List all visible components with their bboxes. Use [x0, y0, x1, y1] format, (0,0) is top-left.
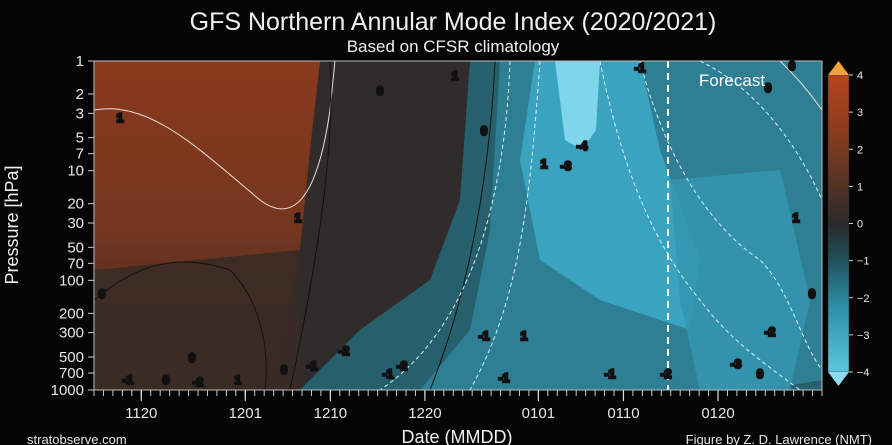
x-tick-label: 1120: [125, 405, 157, 422]
y-tick-label: 2: [76, 86, 84, 103]
colorbar-top-extension: [828, 61, 849, 75]
contour-label: 0: [163, 373, 170, 387]
colorbar-tick-label: 4: [857, 70, 863, 82]
chart-title: GFS Northern Annular Mode Index (2020/20…: [190, 8, 717, 36]
x-tick-label: 1201: [229, 405, 262, 422]
contour-label: 0: [765, 81, 772, 95]
y-tick-label: 7: [76, 146, 84, 163]
contour-label: 1: [793, 211, 800, 225]
x-tick-label: 0101: [522, 405, 555, 422]
chart-subtitle: Based on CFSR climatology: [347, 37, 560, 56]
contour-label: 0: [757, 367, 764, 381]
contour-label: 0: [809, 287, 816, 301]
colorbar-tick-label: −2: [857, 293, 870, 305]
contour-label: -1: [635, 61, 646, 75]
contour-label: 0: [789, 59, 796, 73]
forecast-negative-core: [670, 170, 810, 390]
colorbar-body: [827, 74, 850, 373]
y-tick-label: 300: [59, 325, 84, 342]
contour-label: 0: [377, 84, 384, 98]
credit-left: stratobserve.com: [27, 432, 127, 445]
y-tick-label: 500: [59, 349, 84, 366]
contour-label: -3: [561, 159, 572, 173]
y-tick-label: 1000: [51, 382, 84, 399]
contour-label: -2: [339, 344, 350, 358]
contour-label: 1: [521, 329, 528, 343]
contour-label: -1: [307, 359, 318, 373]
colorbar-tick-label: 0: [857, 219, 863, 231]
y-tick-label: 30: [67, 215, 84, 232]
contour-label: -1: [479, 329, 490, 343]
y-tick-label: 20: [67, 196, 84, 213]
y-tick-label: 5: [76, 130, 84, 147]
contour-label: 0: [189, 351, 196, 365]
contour-label: -2: [765, 325, 776, 339]
contour-label: 0: [481, 124, 488, 138]
y-tick-label: 50: [67, 239, 84, 256]
contour-label: 1: [295, 211, 302, 225]
contour-label: -1: [499, 371, 510, 385]
y-tick-label: 10: [67, 163, 84, 180]
colorbar-tick-label: −3: [857, 330, 870, 342]
x-tick-label: 1220: [408, 405, 441, 422]
colorbar: 4 3 2 1 0 −1 −2 −3 −4: [827, 61, 870, 386]
y-tick-label: 700: [59, 365, 84, 382]
x-axis: 1120 1201 1210 1220 0101 0110 0120: [93, 390, 823, 422]
y-tick-label: 70: [67, 255, 84, 272]
contour-label: 1: [541, 157, 548, 171]
forecast-label: Forecast: [699, 71, 765, 90]
contour-label: 0: [99, 287, 106, 301]
dark-neutral-region-lower: [94, 250, 300, 390]
contour-label: -1: [123, 373, 134, 387]
contour-label: 1: [117, 111, 124, 125]
colorbar-tick-label: 2: [857, 144, 863, 156]
x-tick-label: 0110: [607, 405, 639, 422]
y-tick-label: 200: [59, 305, 84, 322]
contour-label: -1: [605, 367, 616, 381]
colorbar-bottom-extension: [828, 372, 849, 386]
contour-label: -2: [397, 359, 408, 373]
colorbar-tick-label: 3: [857, 107, 863, 119]
plot-area: [94, 61, 822, 390]
contour-label: 0: [281, 363, 288, 377]
contours: [94, 61, 822, 390]
colorbar-tick-label: −1: [857, 256, 870, 268]
plot-frame: [93, 60, 823, 391]
contour-label: -4: [577, 139, 588, 153]
negative-region-strongest: [555, 61, 600, 150]
contour-label: -2: [661, 367, 672, 381]
y-tick-label: 3: [76, 105, 84, 122]
contour-label: -3: [731, 357, 742, 371]
x-tick-label: 0120: [701, 405, 734, 422]
y-tick-label: 100: [59, 272, 84, 289]
colorbar-tick-label: 1: [857, 181, 863, 193]
colorbar-tick-label: −4: [857, 367, 870, 379]
contour-label: -2: [193, 375, 204, 389]
contour-label: -1: [383, 367, 394, 381]
x-axis-label: Date (MMDD): [402, 427, 513, 445]
y-tick-label: 1: [76, 53, 84, 70]
contour-label: 1: [235, 373, 242, 387]
x-tick-label: 1210: [314, 405, 347, 422]
contour-label: 1: [452, 69, 459, 83]
credit-right: Figure by Z. D. Lawrence (NMT): [686, 432, 872, 445]
y-axis-label: Pressure [hPa]: [2, 165, 22, 284]
